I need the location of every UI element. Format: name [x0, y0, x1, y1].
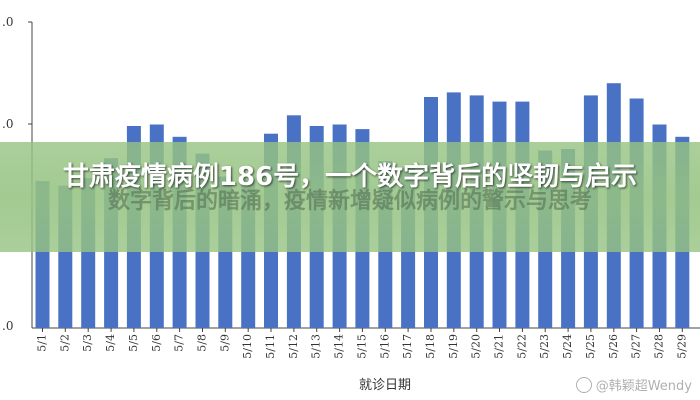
x-tick-label: 5/14	[333, 334, 346, 359]
x-tick-label: 5/18	[424, 334, 437, 359]
y-tick-label-mid: .0	[2, 117, 13, 131]
x-tick-label: 5/5	[127, 334, 140, 352]
x-tick-label: 5/11	[264, 334, 277, 359]
x-tick-label: 5/17	[401, 334, 414, 359]
x-tick-label: 5/19	[447, 334, 460, 359]
x-tick-label: 5/12	[287, 334, 300, 359]
x-tick-label: 5/22	[515, 334, 528, 359]
watermark-text: @韩颖超Wendy	[595, 379, 692, 394]
x-tick-label: 5/25	[584, 334, 597, 359]
x-tick-label: 5/4	[104, 334, 117, 352]
x-tick-label: 5/13	[310, 334, 323, 359]
x-tick-label: 5/2	[58, 334, 71, 352]
x-tick-label: 5/21	[493, 334, 506, 359]
x-tick-labels: 5/1 5/2 5/3 5/4 5/5 5/6 5/7 5/8 5/9 5/10 5/11 5/12 5…	[36, 328, 688, 359]
x-tick-label: 5/9	[218, 334, 231, 352]
y-tick-label-bottom: .0	[2, 319, 13, 333]
x-tick-label: 5/16	[378, 334, 391, 359]
y-tick-label-top: .0	[2, 15, 13, 29]
x-tick-label: 5/1	[36, 334, 49, 352]
x-tick-label: 5/28	[653, 334, 666, 359]
x-tick-label: 5/27	[630, 334, 643, 359]
headline-title[interactable]: 甘肃疫情病例186号，一个数字背后的坚韧与启示	[62, 162, 638, 192]
watermark: @韩颖超Wendy	[575, 375, 692, 394]
x-tick-label: 5/26	[607, 334, 620, 359]
headline-banner	[0, 142, 700, 252]
x-tick-label: 5/20	[470, 334, 483, 359]
x-tick-label: 5/10	[241, 334, 254, 359]
x-tick-label: 5/6	[150, 334, 163, 352]
x-tick-label: 5/15	[355, 334, 368, 359]
x-tick-label: 5/24	[561, 334, 574, 359]
weibo-logo-icon	[575, 376, 592, 393]
x-tick-label: 5/3	[81, 334, 94, 352]
x-tick-label: 5/8	[196, 334, 209, 352]
x-tick-label: 5/29	[675, 334, 688, 359]
x-tick-label: 5/7	[173, 334, 186, 352]
x-tick-label: 5/23	[538, 334, 551, 359]
banner-background-text: 数字背后的暗涌，疫情新增疑似病例的警示与思考	[107, 189, 592, 214]
x-axis-label: 就诊日期	[359, 378, 411, 393]
